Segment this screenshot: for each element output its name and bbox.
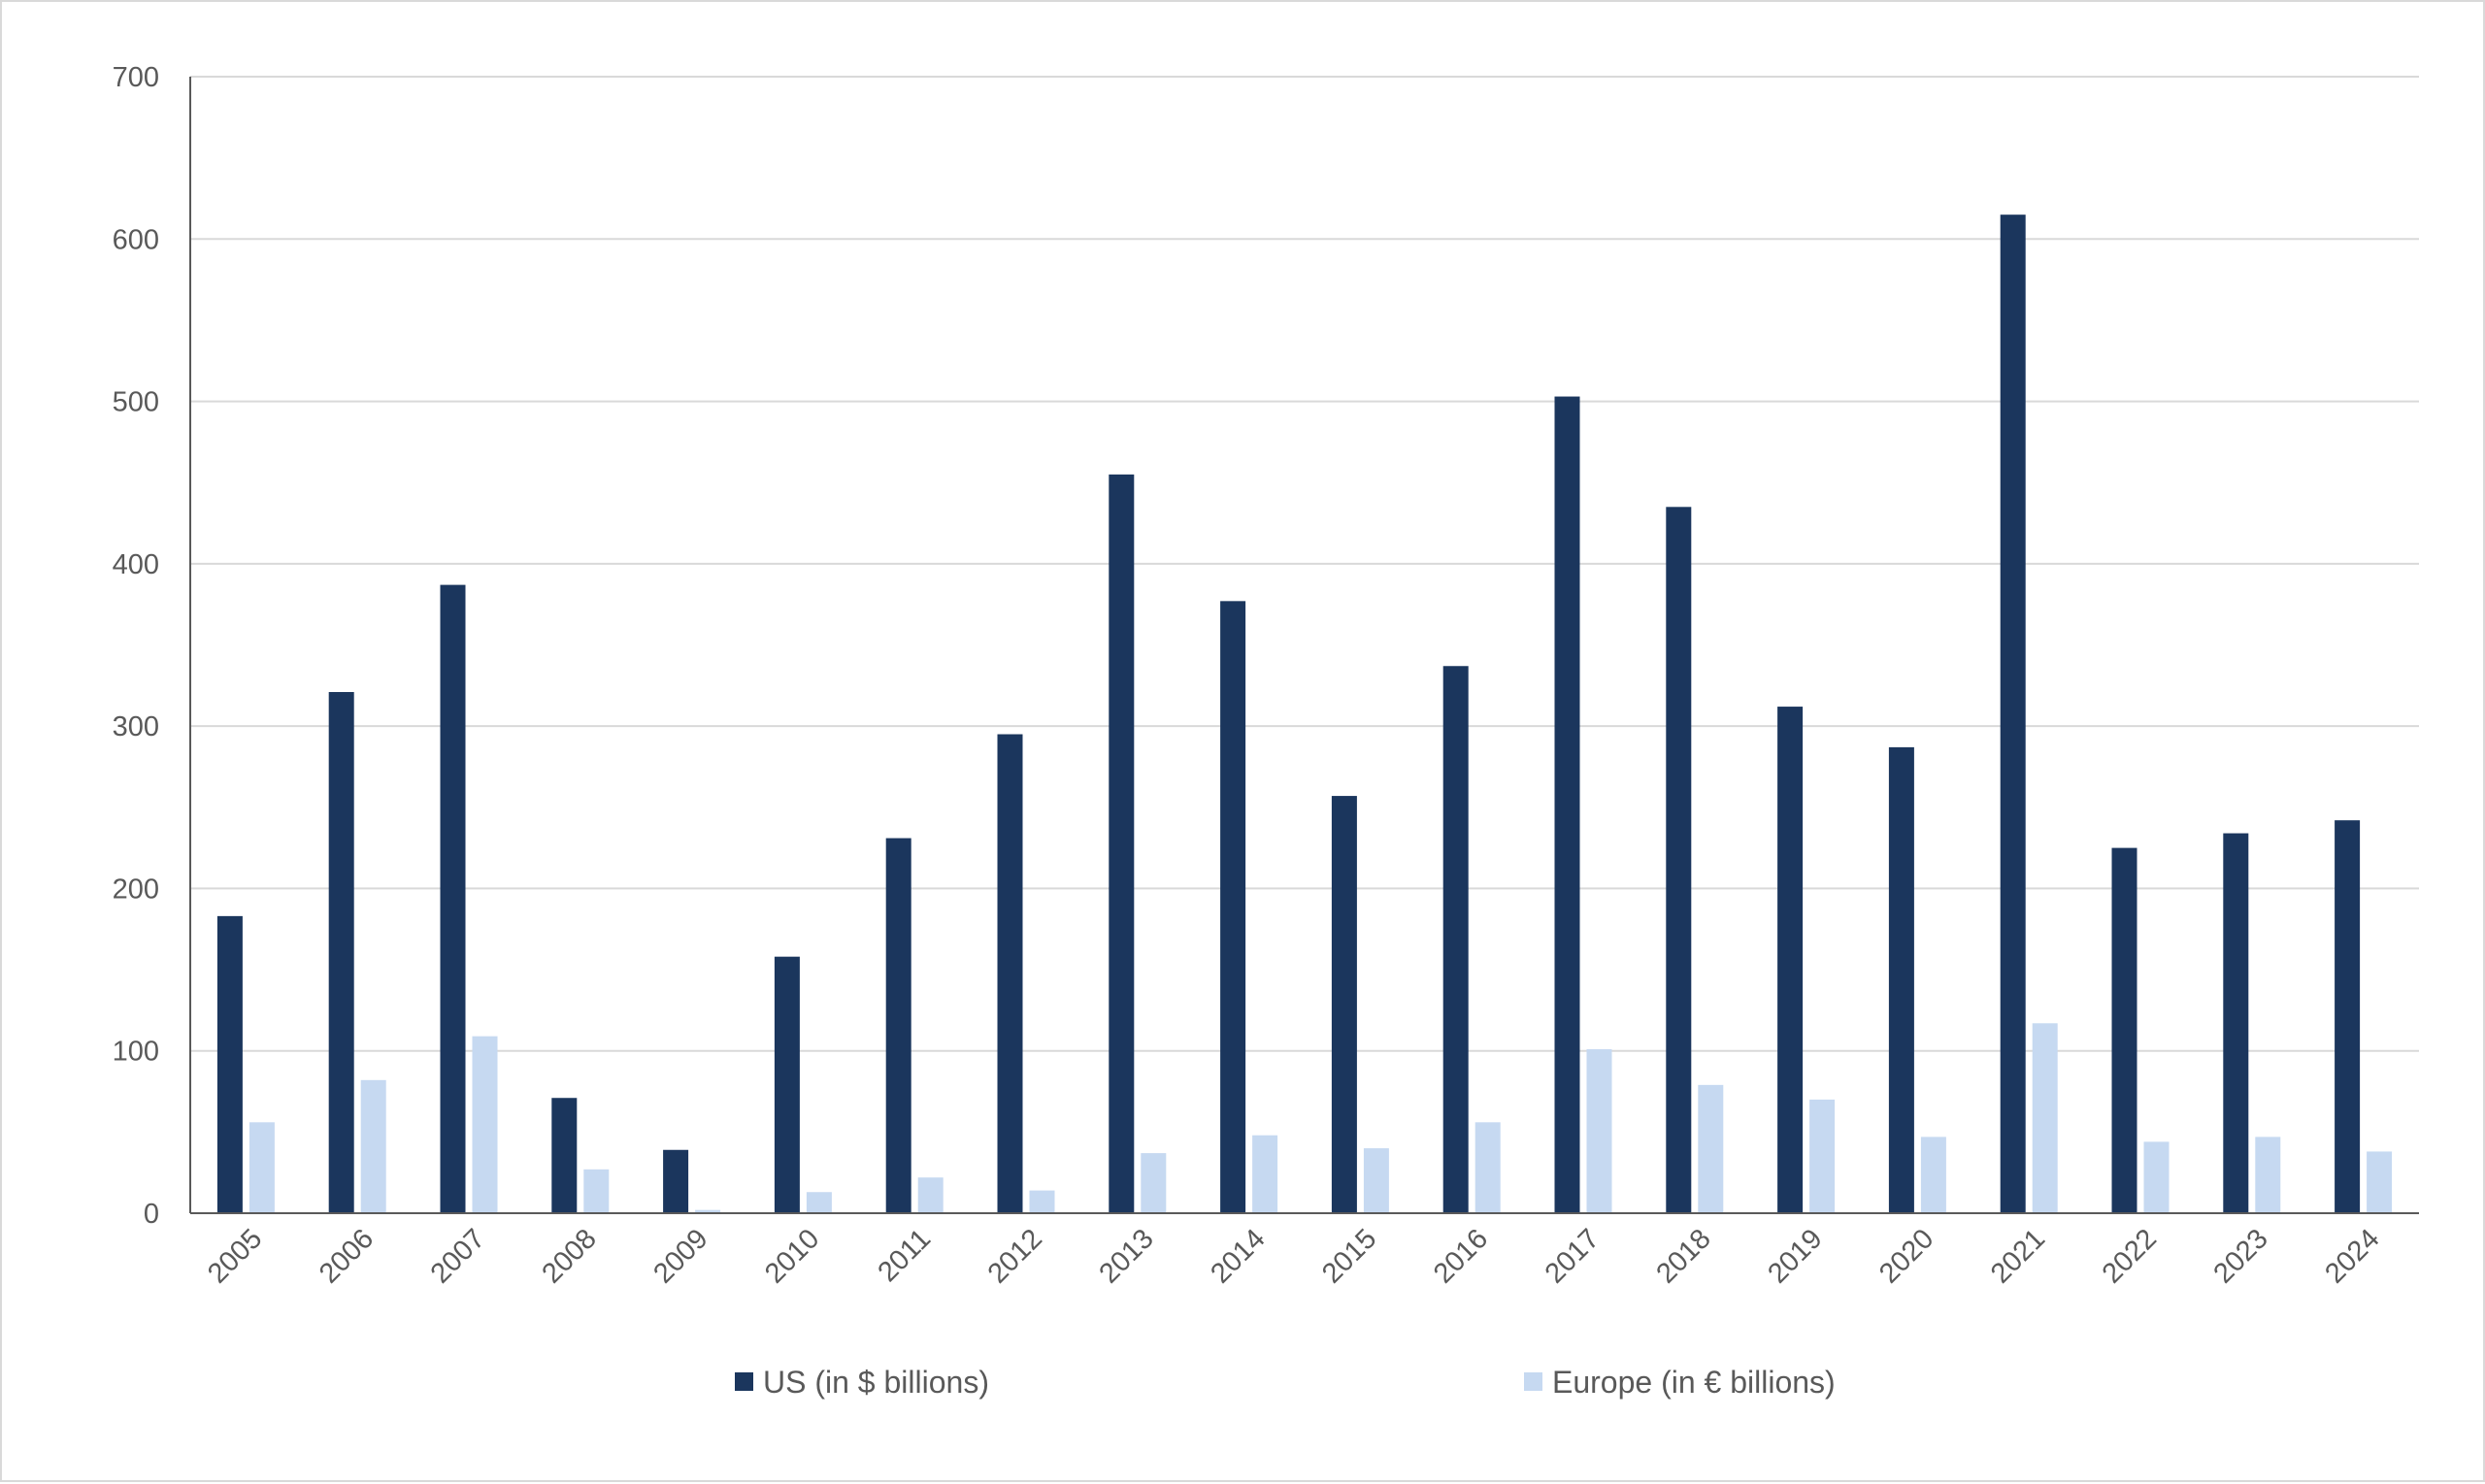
bar-europe-2005 [248, 1122, 275, 1213]
y-tick-label: 500 [113, 387, 159, 418]
bar-us-2005 [216, 915, 243, 1213]
x-tick-label-2021: 2021 [1985, 1223, 2051, 1289]
y-tick-label: 400 [113, 549, 159, 580]
bar-europe-2011 [917, 1177, 944, 1213]
x-tick-label-2024: 2024 [2319, 1223, 2385, 1289]
bar-us-2007 [440, 584, 466, 1213]
x-tick-label-2005: 2005 [202, 1223, 268, 1289]
x-tick-label-2012: 2012 [982, 1223, 1048, 1289]
bar-europe-2016 [1474, 1122, 1501, 1213]
legend-item-europe: Europe (in € billions) [1524, 1365, 1836, 1400]
x-tick-label-2019: 2019 [1762, 1223, 1828, 1289]
bar-europe-2013 [1141, 1153, 1167, 1213]
bar-us-2023 [2223, 833, 2249, 1213]
legend-label: US (in $ billions) [763, 1365, 989, 1400]
bar-us-2017 [1554, 396, 1580, 1213]
axes [189, 77, 2419, 1214]
bar-europe-2007 [472, 1036, 498, 1213]
bar-europe-2012 [1029, 1190, 1055, 1213]
x-tick-label-2023: 2023 [2208, 1223, 2274, 1289]
x-tick-labels: 2005 2006 2007 2008 2009 2010 2011 2012 2013 2014… [202, 1223, 2385, 1289]
x-tick-label-2007: 2007 [425, 1223, 491, 1289]
y-tick-label: 100 [113, 1037, 159, 1068]
bar-us-2009 [663, 1149, 689, 1213]
y-tick-label: 200 [113, 874, 159, 905]
legend-label: Europe (in € billions) [1552, 1365, 1836, 1400]
bars [216, 214, 2393, 1214]
bar-us-2018 [1666, 507, 1692, 1213]
y-tick-label: 700 [113, 62, 159, 93]
gridlines [190, 76, 2419, 1052]
x-tick-label-2017: 2017 [1540, 1223, 1606, 1289]
bar-us-2021 [2000, 214, 2026, 1213]
bar-europe-2021 [2032, 1023, 2058, 1213]
legend-item-us: US (in $ billions) [735, 1365, 989, 1400]
bar-europe-2006 [360, 1079, 386, 1213]
bar-europe-2017 [1586, 1049, 1612, 1213]
bar-us-2022 [2111, 847, 2137, 1213]
bar-europe-2022 [2143, 1141, 2170, 1213]
legend-swatch [1524, 1372, 1542, 1391]
x-tick-label-2008: 2008 [537, 1223, 603, 1289]
bar-europe-2020 [1920, 1137, 1946, 1213]
bar-us-2008 [551, 1098, 578, 1213]
x-tick-label-2010: 2010 [759, 1223, 825, 1289]
bar-us-2015 [1331, 796, 1357, 1213]
x-tick-label-2014: 2014 [1205, 1223, 1271, 1289]
bar-europe-2010 [806, 1192, 832, 1213]
x-tick-label-2022: 2022 [2097, 1223, 2163, 1289]
bar-europe-2024 [2367, 1151, 2393, 1213]
bar-us-2006 [328, 692, 354, 1213]
bar-us-2019 [1777, 707, 1804, 1213]
bar-europe-2018 [1698, 1084, 1724, 1213]
bar-europe-2023 [2255, 1137, 2281, 1213]
legend: US (in $ billions) Europe (in € billions) [735, 1365, 1836, 1400]
legend-swatch [735, 1372, 753, 1391]
bar-europe-2008 [583, 1169, 610, 1213]
bar-us-2011 [885, 838, 911, 1213]
bar-us-2014 [1220, 601, 1246, 1213]
bar-us-2016 [1442, 666, 1469, 1213]
x-tick-label-2011: 2011 [872, 1223, 937, 1288]
x-tick-label-2013: 2013 [1094, 1223, 1160, 1289]
x-tick-label-2009: 2009 [647, 1223, 713, 1289]
y-tick-label: 300 [113, 711, 159, 742]
x-tick-label-2018: 2018 [1651, 1223, 1717, 1289]
bar-us-2013 [1109, 474, 1135, 1214]
bar-europe-2015 [1363, 1148, 1389, 1213]
x-tick-label-2006: 2006 [314, 1223, 380, 1289]
bar-us-2024 [2335, 820, 2361, 1213]
bar-europe-2014 [1252, 1135, 1278, 1213]
bar-us-2012 [997, 734, 1023, 1213]
y-tick-labels: 0 100 200 300 400 500 600 700 [113, 62, 159, 1230]
y-tick-label: 600 [113, 224, 159, 255]
bar-us-2020 [1888, 746, 1914, 1213]
bar-europe-2019 [1809, 1099, 1836, 1213]
y-tick-label: 0 [144, 1199, 159, 1230]
bar-europe-2009 [695, 1209, 721, 1213]
x-tick-label-2020: 2020 [1873, 1223, 1939, 1289]
x-tick-label-2016: 2016 [1428, 1223, 1494, 1289]
bar-us-2010 [774, 956, 800, 1213]
x-tick-label-2015: 2015 [1316, 1223, 1382, 1289]
